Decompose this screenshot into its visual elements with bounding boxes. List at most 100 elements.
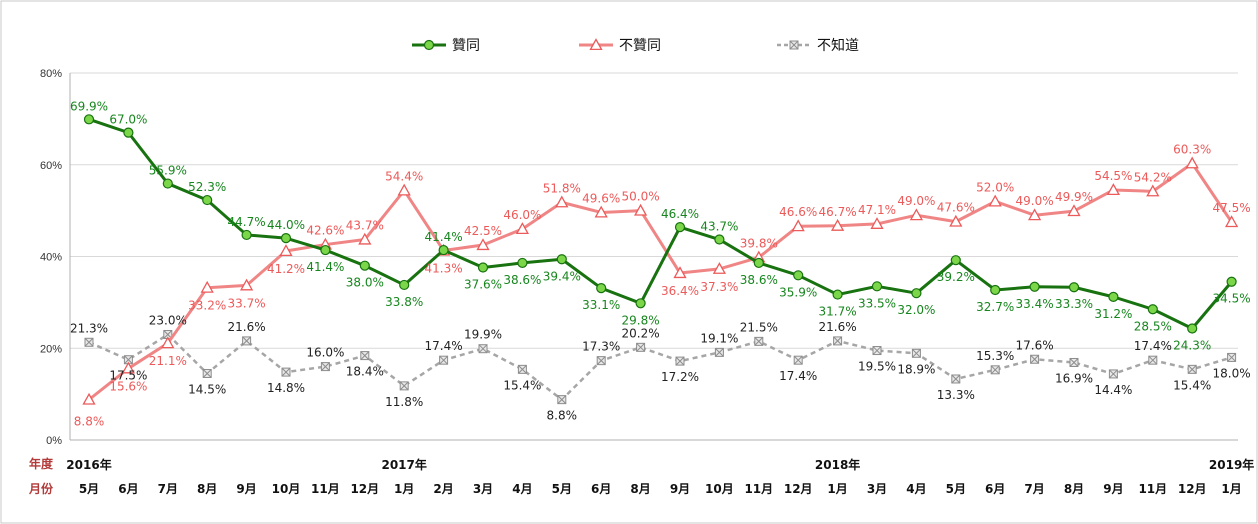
- data-point: [1030, 354, 1040, 364]
- month-label: 7月: [1024, 482, 1044, 496]
- data-label: 15.4%: [503, 378, 541, 392]
- marker-cross: [242, 336, 251, 346]
- data-point: [596, 283, 607, 294]
- data-point: [359, 260, 370, 271]
- data-label: 41.4%: [425, 230, 463, 244]
- data-label: 18.9%: [897, 362, 935, 376]
- data-point: [239, 278, 254, 291]
- month-label: 12月: [1178, 482, 1207, 496]
- data-label: 29.8%: [622, 313, 660, 327]
- data-point: [281, 367, 291, 377]
- month-label: 7月: [158, 482, 178, 496]
- data-point: [990, 365, 1000, 375]
- data-point: [82, 392, 96, 405]
- marker-cross: [1148, 355, 1158, 365]
- month-label: 9月: [236, 482, 256, 496]
- data-point: [280, 233, 292, 244]
- data-point: [830, 218, 845, 231]
- month-label: 5月: [552, 482, 572, 496]
- data-point: [950, 255, 961, 266]
- data-label: 19.5%: [858, 360, 896, 374]
- marker-cross: [163, 330, 173, 339]
- data-label: 33.1%: [582, 298, 620, 312]
- data-point: [911, 288, 922, 299]
- data-label: 37.6%: [464, 278, 502, 292]
- month-label: 3月: [473, 482, 493, 496]
- data-point: [636, 342, 646, 352]
- data-label: 15.3%: [976, 349, 1014, 363]
- data-point: [594, 205, 608, 218]
- month-label: 11月: [744, 482, 773, 496]
- marker-cross: [793, 355, 803, 365]
- data-point: [1027, 208, 1042, 221]
- month-label: 2月: [433, 482, 453, 496]
- data-label: 17.4%: [779, 369, 817, 383]
- data-label: 38.0%: [346, 276, 384, 290]
- data-point: [399, 279, 410, 291]
- marker-cross: [1069, 358, 1079, 367]
- month-label: 5月: [946, 482, 966, 496]
- data-point: [438, 244, 449, 256]
- data-point: [320, 244, 331, 256]
- data-label: 33.2%: [188, 299, 226, 313]
- data-label: 52.3%: [188, 180, 226, 194]
- data-label: 14.4%: [1094, 383, 1132, 397]
- data-point: [832, 289, 843, 300]
- data-point: [83, 114, 95, 125]
- data-point: [911, 348, 921, 358]
- data-label: 46.0%: [503, 208, 541, 222]
- data-point: [423, 39, 435, 51]
- data-point: [1187, 323, 1198, 334]
- month-label: 4月: [512, 482, 532, 496]
- marker-cross: [912, 348, 921, 358]
- data-label: 52.0%: [976, 180, 1014, 194]
- data-label: 60.3%: [1173, 142, 1211, 156]
- legend-label: 贊同: [452, 38, 480, 54]
- data-point: [202, 194, 213, 206]
- data-label: 17.4%: [1134, 339, 1172, 353]
- series-line: [88, 333, 1232, 401]
- data-point: [320, 362, 330, 372]
- data-label: 16.9%: [1055, 371, 1093, 385]
- data-label: 15.6%: [109, 379, 147, 393]
- marker-cross: [675, 356, 685, 366]
- data-label: 16.0%: [306, 346, 344, 360]
- data-point: [279, 244, 293, 257]
- data-point: [793, 355, 803, 365]
- marker-cross: [84, 337, 94, 347]
- data-label: 18.4%: [346, 365, 384, 379]
- data-label: 46.7%: [819, 205, 857, 219]
- data-point: [1185, 156, 1199, 169]
- data-label: 44.7%: [228, 215, 266, 229]
- data-label: 51.8%: [543, 181, 581, 195]
- data-label: 35.9%: [779, 285, 817, 299]
- data-point: [162, 178, 173, 189]
- data-label: 33.5%: [858, 296, 896, 310]
- legend-label: 不贊同: [619, 38, 661, 54]
- data-label: 47.6%: [937, 201, 975, 215]
- month-label: 12月: [784, 482, 813, 496]
- data-point: [596, 356, 606, 366]
- data-point: [793, 270, 804, 281]
- data-label: 50.0%: [622, 190, 660, 204]
- data-label: 46.6%: [779, 205, 817, 219]
- data-point: [789, 40, 799, 50]
- data-label: 43.7%: [346, 219, 384, 233]
- legend-label: 不知道: [817, 37, 859, 54]
- data-point: [1106, 183, 1121, 196]
- data-label: 39.2%: [937, 270, 975, 284]
- data-point: [673, 266, 687, 279]
- data-label: 42.6%: [306, 224, 344, 238]
- legend: 贊同 不贊同 不知道: [412, 37, 859, 54]
- data-label: 39.4%: [543, 269, 581, 283]
- data-label: 42.5%: [464, 224, 502, 238]
- data-label: 54.2%: [1134, 170, 1172, 184]
- series-line: [88, 161, 1233, 401]
- marker-cross: [478, 344, 488, 354]
- marker-cross: [1030, 354, 1039, 364]
- data-label: 41.3%: [425, 262, 463, 276]
- grid-lines: [70, 72, 1238, 441]
- month-label: 3月: [867, 482, 887, 496]
- month-label: 6月: [985, 482, 1005, 496]
